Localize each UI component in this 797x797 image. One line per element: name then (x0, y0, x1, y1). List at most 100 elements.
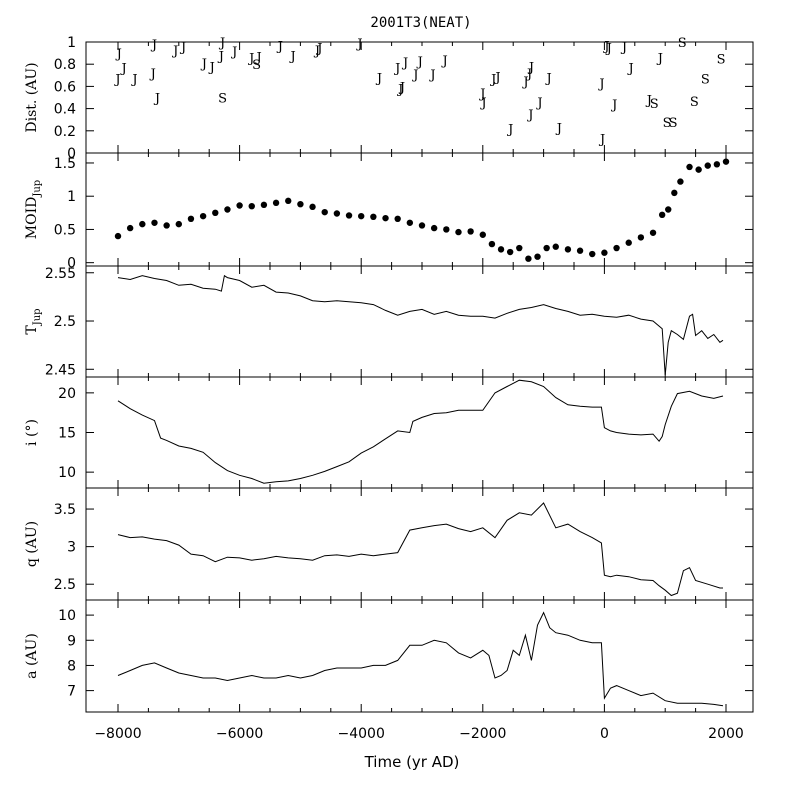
moid-point (506, 248, 514, 256)
y-tick-label: 3.5 (54, 502, 76, 518)
encounter-marker: J (313, 44, 320, 59)
moid-point (199, 212, 207, 220)
y-tick-label: 0.6 (54, 79, 76, 95)
y-tick-label: 0.2 (54, 124, 76, 140)
moid-point (671, 189, 678, 197)
y-tick-label: 9 (67, 633, 76, 649)
moid-point (677, 178, 684, 185)
encounter-marker: J (254, 50, 261, 65)
encounter-marker: S (701, 73, 710, 88)
encounter-marker: J (428, 68, 435, 83)
moid-point (212, 209, 219, 217)
moid-point (589, 250, 596, 258)
encounter-marker: J (288, 49, 295, 64)
encounter-marker: J (598, 133, 605, 148)
y-axis-label: q (AU) (24, 521, 40, 567)
y-tick-label: 10 (58, 465, 76, 481)
moid-point (695, 166, 702, 173)
moid-point (175, 220, 182, 228)
moid-point (552, 243, 559, 250)
encounter-marker: J (555, 121, 562, 136)
encounter-marker: J (656, 52, 663, 67)
x-axis-label: Time (yr AD) (364, 753, 460, 771)
encounter-marker: J (605, 42, 612, 57)
encounter-marker: S (678, 36, 687, 51)
x-tick-label: 0 (600, 726, 609, 742)
moid-point (713, 161, 721, 168)
x-tick-label: 2000 (708, 726, 744, 742)
encounter-marker: S (690, 95, 699, 110)
encounter-marker: J (416, 55, 423, 70)
encounter-marker: J (620, 40, 627, 55)
moid-point (467, 228, 474, 235)
panel-frame (85, 376, 754, 489)
encounter-marker: J (525, 67, 532, 82)
moid-point (248, 202, 255, 210)
moid-point (613, 244, 620, 252)
moid-point (126, 224, 134, 232)
y-tick-label: 15 (58, 426, 76, 442)
panel-tjup: 2.45 2.5 2.55 TJup (24, 265, 754, 378)
moid-point (430, 224, 438, 232)
encounter-marker: J (200, 57, 207, 72)
x-tick-label: −4000 (338, 726, 385, 742)
moid-point (665, 206, 672, 213)
series-line-q (117, 502, 723, 597)
moid-point (722, 158, 730, 165)
y-axis-label: a (AU) (24, 633, 40, 679)
encounter-marker: J (171, 44, 178, 59)
panel-frame (85, 599, 754, 713)
moid-point (625, 239, 632, 246)
encounter-marker: J (179, 40, 186, 55)
encounter-marker: J (401, 56, 408, 71)
moid-point (187, 215, 195, 223)
y-tick-label: 2.55 (45, 266, 76, 282)
encounter-marker: J (375, 72, 382, 87)
encounter-marker: J (355, 37, 362, 52)
encounter-marker: J (113, 73, 120, 88)
encounter-marker: J (393, 62, 400, 77)
encounter-marker: J (130, 73, 137, 88)
x-tick-label: −6000 (216, 726, 263, 742)
y-axis-label: Dist. (AU) (24, 62, 40, 132)
y-tick-label: 1.5 (54, 156, 76, 172)
y-tick-label: 0.8 (54, 57, 76, 73)
encounter-marker: S (218, 92, 227, 107)
encounter-marker: J (645, 94, 652, 109)
x-tick-label: −8000 (94, 726, 141, 742)
moid-point (358, 212, 365, 220)
encounter-marker: J (440, 54, 447, 69)
y-tick-label: 0 (67, 146, 76, 162)
encounter-marker: J (230, 45, 237, 60)
series-line-tjup (117, 274, 724, 376)
encounter-marker: J (627, 62, 634, 77)
moid-point (333, 210, 341, 217)
y-axis-label: i (°) (24, 419, 40, 446)
x-axis: −8000 −6000 −4000 −2000 0 2000 (94, 726, 744, 742)
y-tick-label: 7 (67, 684, 76, 700)
moid-point (637, 234, 645, 241)
encounter-marker: J (217, 49, 224, 64)
moid-point (525, 255, 532, 262)
encounter-marker: J (396, 83, 403, 98)
moid-point (418, 222, 426, 229)
moid-point (658, 211, 666, 219)
moid-point (564, 246, 572, 253)
y-axis-label: MOIDJup (24, 180, 43, 239)
moid-point (114, 232, 122, 240)
encounter-marker: J (597, 77, 604, 92)
moid-point (488, 240, 496, 248)
y-axis-label-subscript: Jup (32, 180, 43, 198)
y-tick-label: 0.5 (54, 222, 76, 238)
moid-point (406, 219, 414, 226)
moid-point (601, 249, 608, 256)
encounter-marker: J (276, 39, 283, 54)
y-tick-label: 1 (67, 189, 76, 205)
encounter-marker: J (218, 36, 225, 51)
panel-inc: 10 15 20 i (°) (24, 376, 754, 489)
encounter-marker: J (149, 67, 156, 82)
encounter-marker: J (479, 96, 486, 111)
